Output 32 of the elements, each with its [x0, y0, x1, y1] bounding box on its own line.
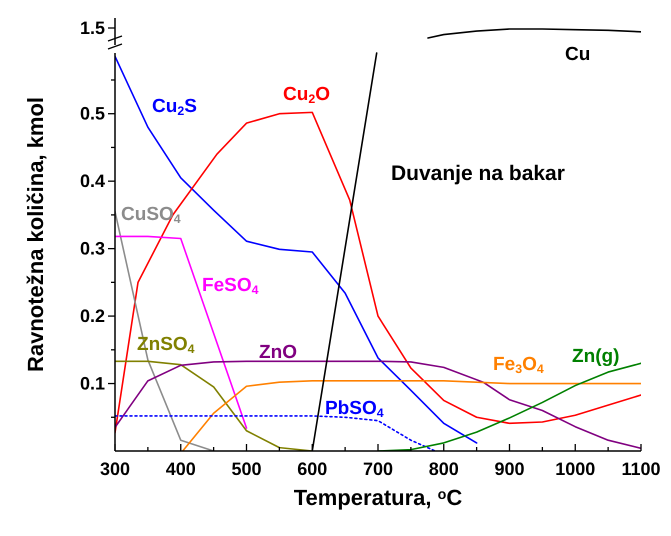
line-series [115, 360, 314, 451]
x-tick-label: 500 [231, 459, 262, 479]
x-tick-label: 800 [428, 459, 459, 479]
y-axis-title: Ravnotežna količina, kmol [23, 96, 48, 372]
series-label: Cu [565, 44, 590, 65]
x-tick-label: 1100 [621, 459, 661, 479]
y-tick-label: 0.3 [80, 238, 105, 259]
series-label: Fe$_{3}$O$_{4}$ [493, 354, 544, 376]
series-label: Cu$_{2}$O [283, 84, 330, 106]
series-label: FeSO$_{4}$ [202, 275, 259, 297]
x-axis-title: Temperatura, $^{o}$C [294, 485, 462, 510]
y-tick-label: 0.1 [80, 374, 105, 394]
y-tick-label: 0.4 [80, 171, 105, 192]
series-label: Cu$_{2}$S [152, 96, 197, 118]
text: 1.5 [80, 18, 105, 38]
series-label: PbSO$_{4}$ [325, 398, 384, 420]
x-tick-label: 600 [297, 459, 328, 479]
series-label: ZnSO$_{4}$ [137, 334, 195, 356]
line-series [115, 56, 478, 444]
x-tick-label: 900 [494, 459, 525, 479]
series-label: Zn(g) [572, 346, 620, 367]
x-tick-label: 300 [100, 459, 130, 479]
y-tick-label: 0.5 [80, 104, 105, 124]
y-tick-label: 0.2 [80, 306, 105, 326]
series-label: ZnO [259, 342, 297, 363]
x-tick-label: 700 [362, 459, 394, 479]
line-series [115, 415, 436, 451]
series-label: CuSO$_{4}$ [121, 204, 181, 226]
annotation: Duvanje na bakar [391, 162, 565, 185]
x-tick-label: 1000 [555, 459, 596, 479]
line-series [182, 380, 641, 451]
x-tick-label: 400 [166, 459, 196, 479]
